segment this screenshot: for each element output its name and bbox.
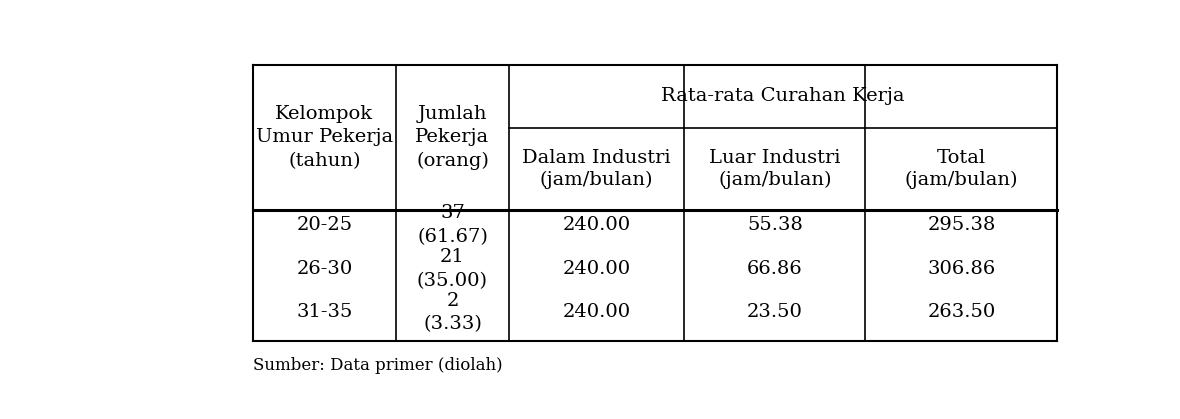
Text: 295.38: 295.38 <box>927 216 996 234</box>
Text: Total
(jam/bulan): Total (jam/bulan) <box>905 149 1018 189</box>
Text: Dalam Industri
(jam/bulan): Dalam Industri (jam/bulan) <box>523 149 671 189</box>
Text: 20-25: 20-25 <box>296 216 353 234</box>
Text: Rata-rata Curahan Kerja: Rata-rata Curahan Kerja <box>661 87 905 105</box>
Text: 306.86: 306.86 <box>927 260 996 278</box>
Text: Luar Industri
(jam/bulan): Luar Industri (jam/bulan) <box>709 149 840 189</box>
Text: 240.00: 240.00 <box>563 303 630 321</box>
Text: 31-35: 31-35 <box>296 303 353 321</box>
Text: Sumber: Data primer (diolah): Sumber: Data primer (diolah) <box>253 357 503 374</box>
Text: 263.50: 263.50 <box>927 303 996 321</box>
Text: Jumlah
Pekerja
(orang): Jumlah Pekerja (orang) <box>415 105 490 170</box>
Text: 37
(61.67): 37 (61.67) <box>417 204 487 246</box>
Text: 55.38: 55.38 <box>747 216 802 234</box>
Text: Kelompok
Umur Pekerja
(tahun): Kelompok Umur Pekerja (tahun) <box>256 105 393 170</box>
Text: 2
(3.33): 2 (3.33) <box>424 292 481 333</box>
Text: 240.00: 240.00 <box>563 216 630 234</box>
Text: 21
(35.00): 21 (35.00) <box>417 248 489 290</box>
Text: 66.86: 66.86 <box>747 260 802 278</box>
Text: 26-30: 26-30 <box>296 260 353 278</box>
Text: 23.50: 23.50 <box>747 303 802 321</box>
Text: 240.00: 240.00 <box>563 260 630 278</box>
